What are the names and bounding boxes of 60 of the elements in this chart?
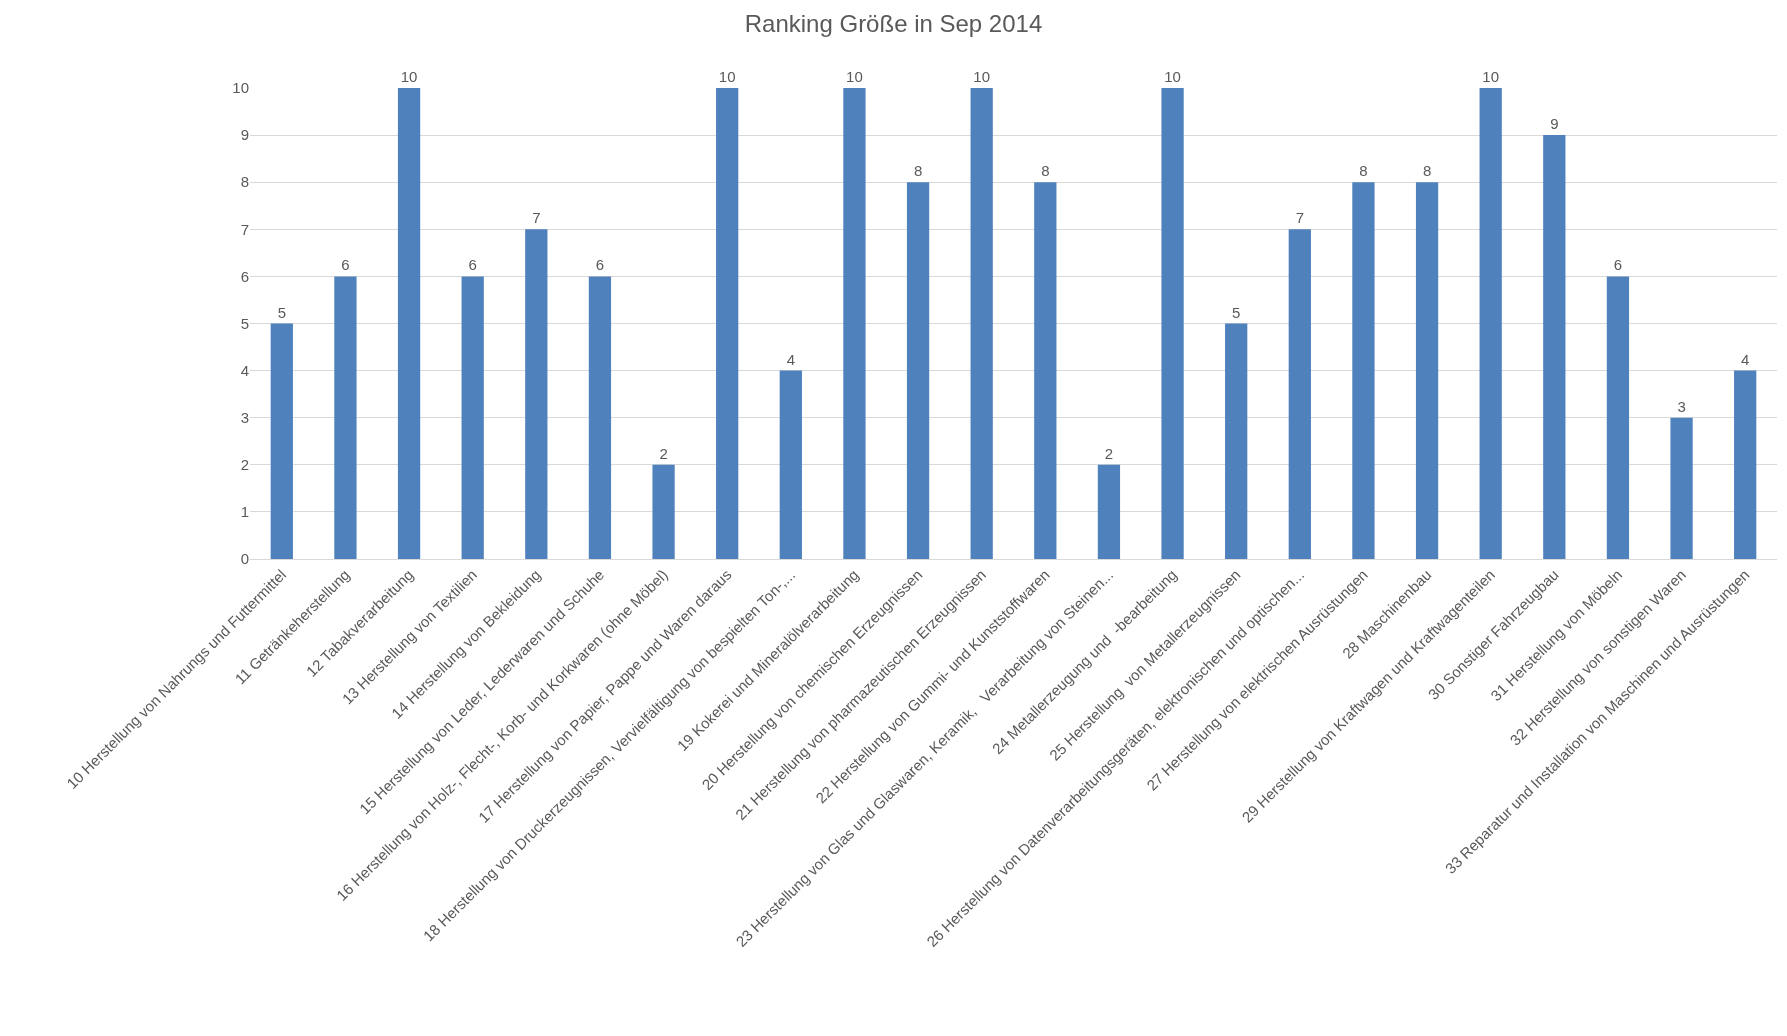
bar <box>1415 182 1439 559</box>
y-tick-label: 10 <box>232 79 249 97</box>
data-label: 5 <box>1232 303 1241 321</box>
data-label: 8 <box>1359 162 1368 180</box>
data-label: 6 <box>341 256 350 274</box>
y-tick-label: 1 <box>240 503 249 521</box>
bar <box>1606 276 1630 559</box>
data-label: 10 <box>1164 68 1181 85</box>
data-label: 8 <box>913 162 923 180</box>
bar <box>1288 229 1311 559</box>
bar <box>1161 88 1184 559</box>
bar <box>525 229 548 559</box>
bar <box>588 276 612 559</box>
bar <box>334 276 357 559</box>
bar <box>461 276 484 559</box>
bar <box>906 182 930 559</box>
bar <box>1734 370 1757 559</box>
y-tick-label: 3 <box>240 408 249 426</box>
bar <box>1097 464 1121 559</box>
bar <box>270 323 293 559</box>
bar <box>397 88 421 559</box>
bar <box>716 88 739 559</box>
bar <box>1034 182 1057 559</box>
bar <box>843 88 866 559</box>
bar <box>1352 182 1375 559</box>
bar <box>1670 417 1693 559</box>
y-tick-label: 8 <box>240 173 249 191</box>
data-label: 7 <box>532 209 541 227</box>
bar <box>779 370 802 559</box>
y-tick-label: 6 <box>240 267 249 285</box>
y-tick-label: 7 <box>240 220 249 238</box>
data-label: 4 <box>786 350 795 368</box>
y-tick-label: 2 <box>240 456 249 474</box>
data-label: 8 <box>1041 162 1050 180</box>
data-label: 5 <box>277 303 286 321</box>
data-label: 9 <box>1550 115 1559 133</box>
data-label: 2 <box>1104 444 1114 462</box>
bar <box>652 464 675 559</box>
data-label: 10 <box>718 68 736 85</box>
data-label: 8 <box>1422 162 1432 180</box>
data-label: 6 <box>595 256 605 274</box>
data-label: 3 <box>1677 397 1686 415</box>
data-label: 6 <box>1613 256 1623 274</box>
bar <box>970 88 993 559</box>
data-label: 10 <box>1482 68 1500 85</box>
bar <box>1479 88 1502 559</box>
data-label: 7 <box>1295 209 1304 227</box>
y-tick-label: 9 <box>240 126 249 144</box>
y-tick-label: 0 <box>240 550 249 568</box>
data-label: 10 <box>400 68 418 85</box>
bar <box>1543 135 1566 559</box>
data-label: 10 <box>973 68 991 85</box>
y-tick-label: 5 <box>240 314 249 332</box>
data-label: 4 <box>1741 350 1750 368</box>
data-label: 10 <box>846 68 863 85</box>
data-label: 2 <box>659 444 668 462</box>
chart-title: Ranking Größe in Sep 2014 <box>744 10 1043 38</box>
y-tick-label: 4 <box>240 361 249 379</box>
bar <box>1225 323 1248 559</box>
data-label: 6 <box>468 256 477 274</box>
